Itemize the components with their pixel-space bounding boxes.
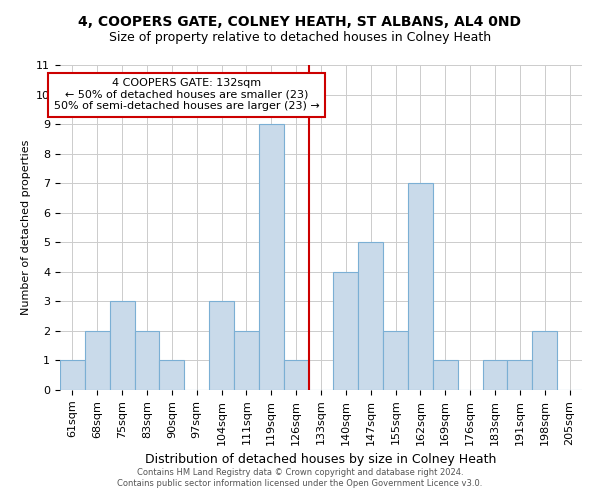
Text: 4, COOPERS GATE, COLNEY HEATH, ST ALBANS, AL4 0ND: 4, COOPERS GATE, COLNEY HEATH, ST ALBANS… <box>79 16 521 30</box>
Bar <box>60 360 85 390</box>
Text: Size of property relative to detached houses in Colney Heath: Size of property relative to detached ho… <box>109 31 491 44</box>
Text: 4 COOPERS GATE: 132sqm
← 50% of detached houses are smaller (23)
50% of semi-det: 4 COOPERS GATE: 132sqm ← 50% of detached… <box>54 78 320 112</box>
Text: Contains HM Land Registry data © Crown copyright and database right 2024.
Contai: Contains HM Land Registry data © Crown c… <box>118 468 482 487</box>
Bar <box>433 360 458 390</box>
Bar <box>209 302 234 390</box>
Bar <box>85 331 110 390</box>
Bar <box>358 242 383 390</box>
Bar <box>383 331 408 390</box>
Bar <box>508 360 532 390</box>
Bar <box>482 360 508 390</box>
Bar <box>160 360 184 390</box>
Bar <box>334 272 358 390</box>
Bar <box>284 360 308 390</box>
Bar <box>234 331 259 390</box>
Bar <box>134 331 160 390</box>
Bar <box>259 124 284 390</box>
Bar <box>408 183 433 390</box>
Bar <box>532 331 557 390</box>
Bar <box>110 302 134 390</box>
X-axis label: Distribution of detached houses by size in Colney Heath: Distribution of detached houses by size … <box>145 453 497 466</box>
Y-axis label: Number of detached properties: Number of detached properties <box>21 140 31 315</box>
